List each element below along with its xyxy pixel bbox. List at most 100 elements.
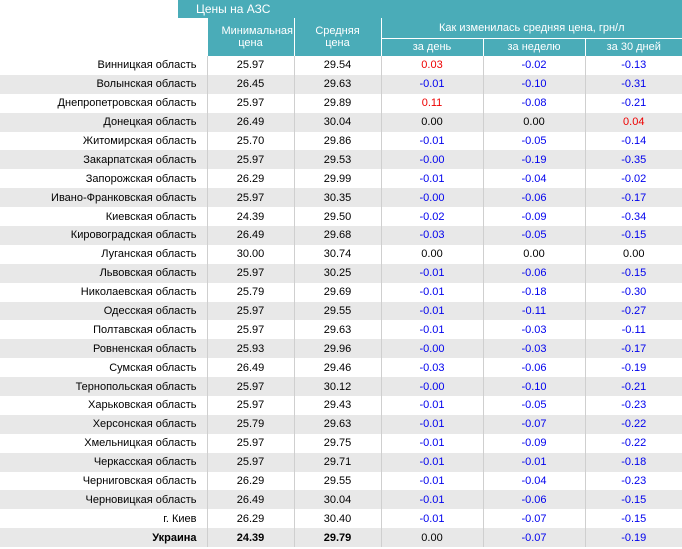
region-name: Закарпатская область bbox=[0, 150, 207, 170]
cell-value: 25.97 bbox=[206, 150, 294, 170]
region-name: Черниговская область bbox=[82, 475, 197, 488]
cell-value: 26.29 bbox=[206, 509, 294, 529]
cell-value: 30.04 bbox=[293, 112, 381, 132]
cell-value: -0.23 bbox=[584, 396, 682, 415]
cell-value: -0.11 bbox=[584, 320, 682, 340]
cell-value: -0.00 bbox=[380, 377, 483, 397]
cell-value: -0.01 bbox=[482, 452, 585, 472]
region-name: Полтавская область bbox=[93, 323, 197, 336]
cell-value: -0.06 bbox=[482, 490, 585, 510]
table-row: Харьковская область 25.97 29.43 -0.01 -0.05-… bbox=[0, 396, 682, 415]
cell-value: 26.49 bbox=[206, 490, 294, 510]
table-row: Сумская область 26.49 29.46 -0.03 -0.06 -0.19 bbox=[0, 358, 682, 378]
cell-value: -0.11 bbox=[482, 301, 585, 321]
cell-value: -0.01 bbox=[380, 414, 483, 434]
cell-value: 30.35 bbox=[293, 188, 381, 208]
cell-value: -0.09 bbox=[482, 433, 585, 453]
cell-value: 0.00 bbox=[584, 244, 682, 264]
table-row: Черкасская область 25.97 29.71 -0.01 -0.01 -0… bbox=[0, 452, 682, 472]
cell-value: -0.01 bbox=[380, 471, 483, 491]
region-name: Житомирская область bbox=[82, 135, 197, 147]
cell-value: 29.43 bbox=[293, 396, 381, 415]
cell-value: -0.01 bbox=[380, 396, 483, 415]
cell-value: -0.03 bbox=[380, 358, 483, 378]
cell-value: 29.55 bbox=[293, 301, 381, 321]
cell-value: -0.17 bbox=[584, 339, 682, 359]
cell-value: 25.97 bbox=[206, 452, 294, 472]
cell-value: -0.05 bbox=[482, 226, 585, 245]
cell-value: 24.39 bbox=[206, 528, 294, 548]
cell-value: 25.97 bbox=[206, 377, 294, 397]
cell-value: -0.18 bbox=[482, 282, 585, 302]
cell-value: -0.01 bbox=[380, 131, 483, 151]
cell-value: -0.01 bbox=[380, 301, 483, 321]
table-row: Запорожская область 26.29 29.99 -0.01 -0.04-… bbox=[0, 169, 682, 189]
region-name: Черкасская область bbox=[0, 452, 207, 472]
cell-value: -0.13 bbox=[584, 56, 682, 75]
cell-value: 29.71 bbox=[293, 452, 381, 472]
cell-value: -0.00 bbox=[380, 150, 483, 170]
cell-value: 0.11 bbox=[380, 93, 483, 113]
cell-value: -0.22 bbox=[584, 414, 682, 434]
table-body: Винницкая область 25.97 29.54 0.03 -0.02 -0.1… bbox=[0, 56, 682, 548]
cell-value: 29.86 bbox=[293, 131, 381, 151]
cell-value: 26.29 bbox=[206, 169, 294, 189]
table-row: Херсонская область 25.79 29.63 -0.01 -0.07 -0… bbox=[0, 414, 682, 434]
cell-value: -0.10 bbox=[482, 377, 585, 397]
table-row: Украина 24.39 29.79 0.00 -0.07 -0.19 bbox=[0, 528, 682, 548]
region-name: Ровненская область bbox=[0, 339, 207, 359]
column-header: Средняя цена bbox=[293, 18, 381, 56]
cell-value: -0.06 bbox=[482, 263, 585, 283]
cell-value: -0.04 bbox=[482, 471, 585, 491]
cell-value: -0.15 bbox=[584, 263, 682, 283]
cell-value: 26.49 bbox=[206, 112, 294, 132]
cell-value: 0.04 bbox=[584, 112, 682, 132]
cell-value: -0.15 bbox=[584, 490, 682, 510]
table-row: Хмельницкая область 25.97 29.75 -0.01 -0.09-… bbox=[0, 433, 682, 453]
cell-value: 29.53 bbox=[293, 150, 381, 170]
region-name: Днепропетровская область bbox=[57, 97, 197, 110]
table-row: Донецкая область 26.49 30.04 0.00 0.00 0.04 bbox=[0, 112, 682, 132]
cell-value: -0.01 bbox=[380, 169, 483, 189]
cell-value: 29.54 bbox=[293, 56, 381, 75]
column-header: Минимальная цена bbox=[206, 18, 294, 56]
cell-value: -0.14 bbox=[584, 131, 682, 151]
cell-value: -0.03 bbox=[482, 320, 585, 340]
table-row: Житомирская область 25.70 29.86 -0.01 -0.05-… bbox=[0, 131, 682, 151]
cell-value: 25.97 bbox=[206, 263, 294, 283]
cell-value: 29.75 bbox=[293, 433, 381, 453]
region-name: Черновицкая область bbox=[0, 490, 207, 510]
table-row: Черниговская область 26.29 29.55 -0.01 -0.04… bbox=[0, 471, 682, 491]
cell-value: 29.55 bbox=[293, 471, 381, 491]
cell-value: -0.01 bbox=[380, 320, 483, 340]
cell-value: -0.02 bbox=[584, 169, 682, 189]
table-row: Ровненская область 25.93 29.96 -0.00 -0.03 -0… bbox=[0, 339, 682, 359]
cell-value: 24.39 bbox=[206, 207, 294, 227]
table-row: Одесская область 25.97 29.55 -0.01 -0.11 -0.2… bbox=[0, 301, 682, 321]
cell-value: -0.04 bbox=[482, 169, 585, 189]
table-row: Николаевская область 25.79 29.69 -0.01 -0.18… bbox=[0, 282, 682, 302]
cell-value: -0.35 bbox=[584, 150, 682, 170]
cell-value: -0.23 bbox=[584, 471, 682, 491]
subcolumn-header: за неделю bbox=[482, 38, 585, 56]
cell-value: -0.03 bbox=[380, 226, 483, 245]
table-row: Львовская область 25.97 30.25 -0.01 -0.06 -0.… bbox=[0, 263, 682, 283]
cell-value: 29.63 bbox=[293, 414, 381, 434]
cell-value: 26.49 bbox=[206, 226, 294, 245]
table-row: Винницкая область 25.97 29.54 0.03 -0.02 -0.1… bbox=[0, 56, 682, 75]
cell-value: -0.07 bbox=[482, 509, 585, 529]
cell-value: -0.10 bbox=[482, 74, 585, 94]
cell-value: -0.15 bbox=[584, 509, 682, 529]
cell-value: -0.01 bbox=[380, 509, 483, 529]
cell-value: -0.07 bbox=[482, 414, 585, 434]
cell-value: 0.00 bbox=[380, 244, 483, 264]
cell-value: -0.17 bbox=[584, 188, 682, 208]
table-row: Киевская область 24.39 29.50 -0.02 -0.09 -0.3… bbox=[0, 207, 682, 227]
cell-value: 30.04 bbox=[293, 490, 381, 510]
region-name: Донецкая область bbox=[0, 112, 207, 132]
cell-value: -0.30 bbox=[584, 282, 682, 302]
cell-value: 25.93 bbox=[206, 339, 294, 359]
subcolumn-header: за день bbox=[380, 38, 483, 56]
cell-value: 29.99 bbox=[293, 169, 381, 189]
